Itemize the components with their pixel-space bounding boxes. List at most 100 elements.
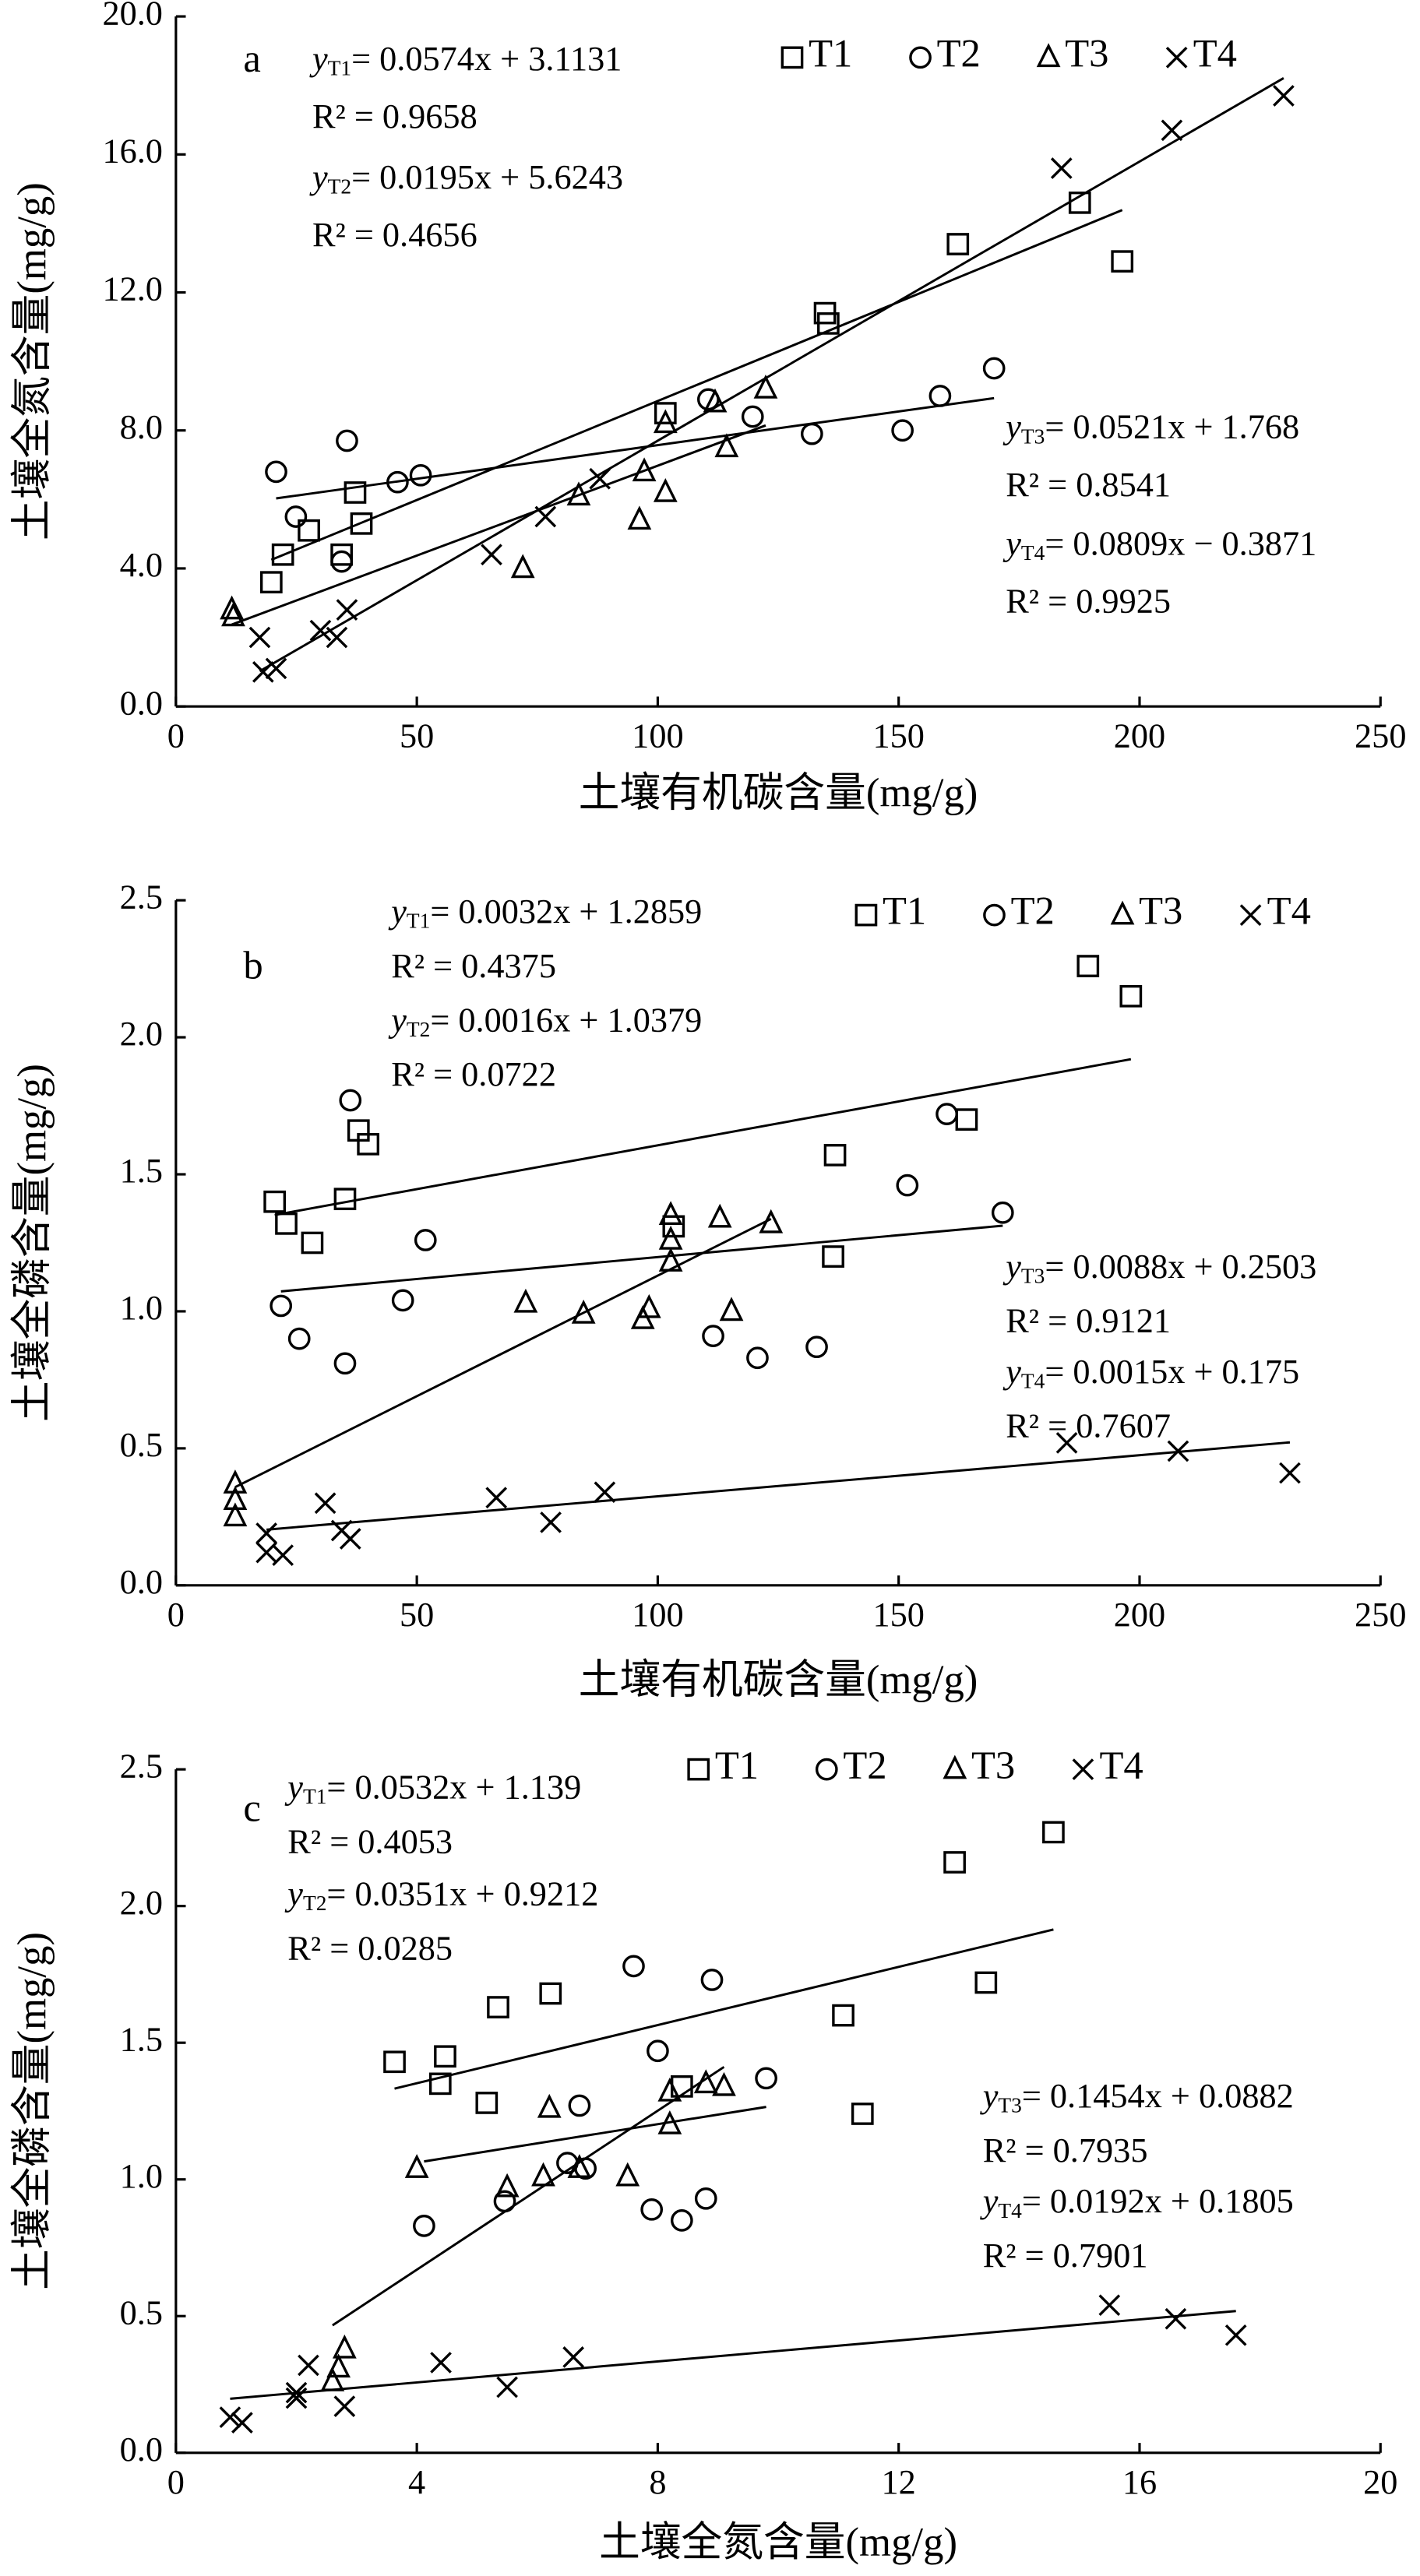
marker-cross <box>430 2352 452 2374</box>
y-tick-label: 1.5 <box>120 2020 163 2058</box>
marker-triangle <box>223 1469 248 1494</box>
marker-cross <box>1273 85 1295 107</box>
legend-marker <box>1072 1758 1094 1780</box>
marker-cross <box>298 2354 319 2377</box>
marker-square <box>275 1212 298 1235</box>
equation-sub: T3 <box>1021 1265 1045 1288</box>
marker-circle <box>333 1352 357 1375</box>
y-axis-label: 土壤全磷含量(mg/g) <box>10 1932 55 2290</box>
fit-equation: yT2= 0.0016x + 1.0379 <box>388 1001 702 1042</box>
r-squared: R² = 0.8541 <box>1006 466 1171 504</box>
marker-square <box>298 519 320 542</box>
fit-line <box>424 2106 766 2163</box>
fit-equation: yT4= 0.0015x + 0.175 <box>1002 1353 1299 1393</box>
marker-square <box>259 571 283 594</box>
marker-square <box>434 2045 456 2068</box>
marker-circle <box>270 1294 293 1318</box>
marker-circle <box>409 463 432 487</box>
marker-triangle <box>653 477 678 502</box>
r-squared: R² = 0.4053 <box>287 1822 453 1860</box>
marker-cross <box>314 1492 337 1515</box>
legend-label: T2 <box>1011 889 1055 933</box>
marker-square <box>817 312 840 335</box>
equation-sub: T1 <box>328 57 351 80</box>
legend-marker <box>909 46 932 69</box>
x-tick-label: 100 <box>632 1596 683 1634</box>
marker-triangle <box>571 1299 596 1324</box>
marker-circle <box>801 422 823 445</box>
equation-sub: T4 <box>998 2199 1022 2222</box>
marker-triangle <box>537 2093 562 2118</box>
marker-circle <box>568 2094 591 2117</box>
y-tick-label: 1.0 <box>120 2157 163 2195</box>
x-axis-label: 土壤有机碳含量(mg/g) <box>579 770 978 815</box>
r-squared: R² = 0.7935 <box>983 2131 1148 2170</box>
equation-rhs: = 0.0809x − 0.3871 <box>1045 525 1316 563</box>
x-tick-label: 12 <box>882 2463 916 2501</box>
marker-circle <box>741 405 764 428</box>
y-tick-label: 0.5 <box>120 2293 163 2331</box>
y-tick-label: 0.5 <box>120 1426 163 1464</box>
equation-lhs: y <box>309 40 328 78</box>
marker-circle <box>891 419 914 442</box>
x-tick-label: 8 <box>649 2463 666 2501</box>
marker-circle <box>670 2209 693 2232</box>
x-tick-label: 50 <box>400 717 434 755</box>
r-squared: R² = 0.9121 <box>1006 1302 1171 1340</box>
equation-lhs: y <box>980 2077 999 2115</box>
fit-equation: yT4= 0.0809x − 0.3871 <box>1002 525 1316 565</box>
marker-circle <box>896 1174 919 1197</box>
legend-marker <box>1165 46 1188 69</box>
marker-cross <box>1050 157 1073 179</box>
marker-square <box>974 1971 998 1994</box>
marker-circle <box>339 1089 362 1112</box>
x-tick-label: 0 <box>167 717 185 755</box>
marker-triangle <box>636 1293 661 1318</box>
legend-marker <box>1239 904 1262 926</box>
marker-circle <box>805 1336 828 1359</box>
legend-marker <box>983 903 1006 927</box>
fit-equation: yT1= 0.0032x + 1.2859 <box>388 892 702 933</box>
marker-triangle <box>320 2367 345 2391</box>
equation-rhs: = 0.0032x + 1.2859 <box>430 892 702 931</box>
fit-equation: yT3= 0.0088x + 0.2503 <box>1002 1248 1316 1288</box>
x-axis-label: 土壤全氮含量(mg/g) <box>599 2520 957 2565</box>
y-tick-label: 0.0 <box>120 2430 163 2469</box>
marker-square <box>350 512 373 535</box>
y-tick-label: 2.0 <box>120 1015 163 1053</box>
marker-square <box>475 2092 499 2114</box>
equation-sub: T2 <box>407 1018 430 1041</box>
marker-triangle <box>712 2071 736 2096</box>
x-tick-label: 0 <box>167 1596 185 1634</box>
marker-circle <box>694 2187 717 2210</box>
y-axis-label: 土壤全磷含量(mg/g) <box>10 1064 55 1422</box>
legend-marker <box>815 1758 838 1781</box>
fit-line <box>274 1057 1132 1216</box>
marker-circle <box>622 1955 645 1978</box>
y-tick-label: 2.5 <box>120 1747 163 1785</box>
marker-cross <box>562 2346 585 2368</box>
legend-marker <box>1036 43 1061 68</box>
panel-label: a <box>243 37 260 80</box>
equation-rhs: = 0.0351x + 0.9212 <box>326 1875 598 1913</box>
r-squared: R² = 0.9925 <box>1006 582 1171 621</box>
equation-lhs: y <box>980 2182 999 2220</box>
marker-circle <box>330 550 353 573</box>
marker-cross <box>496 2376 518 2398</box>
equation-lhs: y <box>1002 525 1021 563</box>
equation-sub: T1 <box>303 1785 326 1808</box>
marker-square <box>344 481 367 504</box>
marker-square <box>330 543 353 566</box>
x-tick-label: 200 <box>1114 1596 1165 1634</box>
fit-line <box>234 1218 772 1489</box>
equation-rhs: = 0.0521x + 1.768 <box>1045 408 1299 446</box>
marker-circle <box>936 1103 958 1125</box>
x-tick-label: 0 <box>167 2463 185 2501</box>
marker-triangle <box>495 2173 520 2198</box>
x-tick-label: 20 <box>1363 2463 1397 2501</box>
x-axis-label: 土壤有机碳含量(mg/g) <box>579 1658 978 1703</box>
marker-triangle <box>632 457 657 482</box>
x-tick-label: 4 <box>408 2463 425 2501</box>
legend-label: T3 <box>971 1744 1015 1787</box>
marker-circle <box>928 385 952 407</box>
